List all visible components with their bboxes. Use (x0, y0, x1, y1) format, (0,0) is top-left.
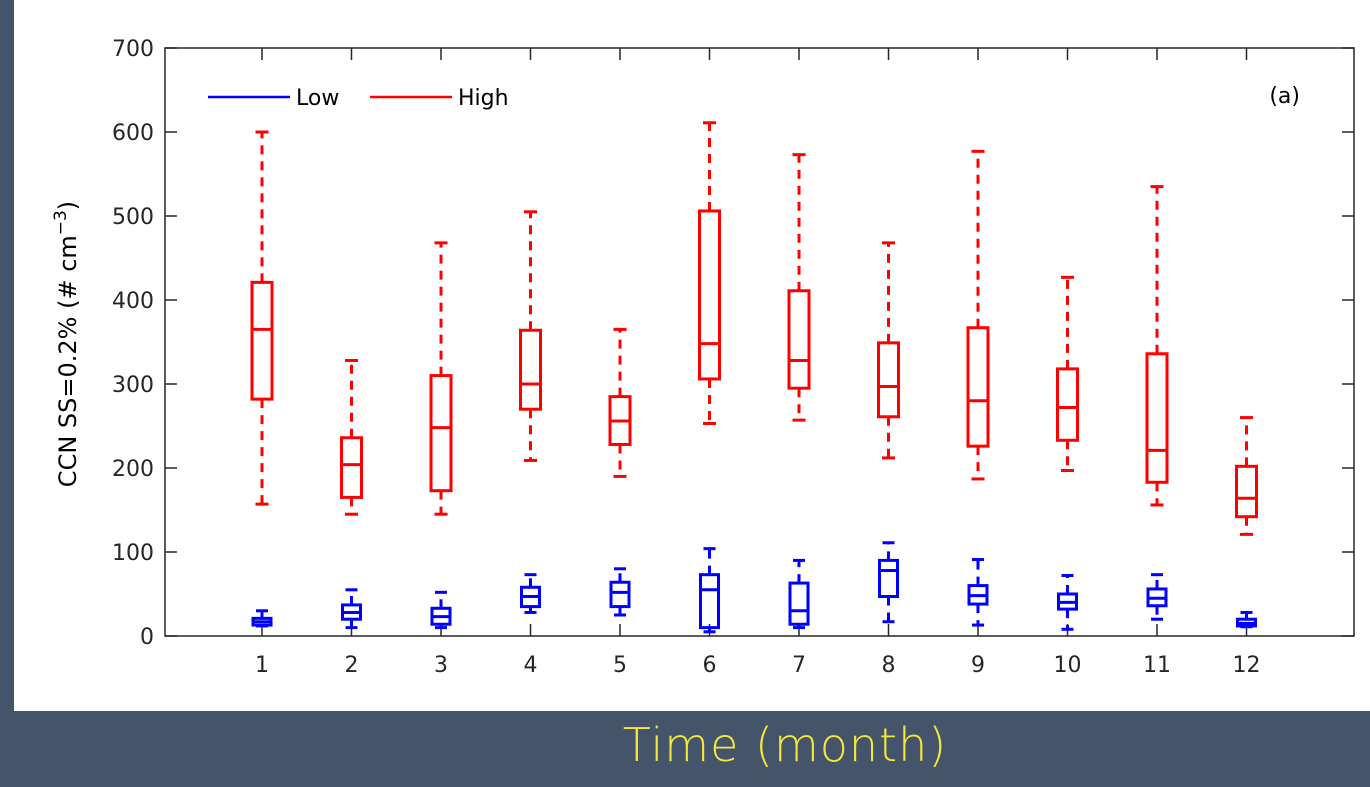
box-low-10 (1057, 574, 1078, 631)
legend-high-label: High (458, 86, 509, 111)
iqr-box (698, 209, 721, 381)
iqr-box (878, 558, 899, 599)
x-axis-title: Time (month) (622, 718, 948, 772)
box-high-1 (250, 130, 274, 506)
box-low-5 (609, 567, 631, 617)
y-tick-label: 200 (112, 457, 154, 482)
box-low-3 (430, 590, 452, 630)
y-axis-label-main: CCN SS=0.2% (# cm (54, 235, 82, 487)
y-tick-label: 600 (112, 121, 154, 146)
iqr-box (250, 280, 274, 401)
iqr-box (609, 580, 631, 609)
y-tick-label: 0 (140, 625, 154, 650)
box-low-4 (520, 573, 541, 614)
x-tick-label: 5 (613, 653, 627, 678)
iqr-box (699, 573, 720, 630)
x-tick-label: 8 (882, 653, 896, 678)
iqr-box (877, 341, 900, 419)
y-tick-label: 400 (112, 289, 154, 314)
box-low-11 (1146, 573, 1168, 621)
x-tick-label: 4 (524, 653, 538, 678)
box-high-6 (698, 121, 721, 425)
box-series (250, 121, 1258, 634)
iqr-box (340, 436, 363, 499)
axes-frame (164, 47, 1355, 637)
iqr-box (1056, 367, 1079, 442)
y-tick-label: 300 (112, 373, 154, 398)
x-tick-labels: 1 2 3 4 5 6 7 8 9 10 11 12 (255, 653, 1261, 678)
iqr-box (788, 581, 810, 626)
plot-frame (164, 47, 1355, 637)
box-low-7 (788, 558, 810, 630)
chart-legend: Low High (208, 86, 509, 111)
x-tick-label: 1 (255, 653, 269, 678)
box-high-11 (1145, 185, 1169, 507)
box-high-7 (787, 153, 811, 422)
x-tick-label: 3 (434, 653, 448, 678)
box-low-1 (251, 609, 273, 628)
y-tick-label: 100 (112, 541, 154, 566)
box-low-2 (341, 588, 362, 630)
box-high-5 (608, 327, 632, 478)
y-axis-label: CCN SS=0.2% (# cm−3) (51, 201, 82, 487)
x-tick-label: 11 (1143, 653, 1171, 678)
iqr-box (787, 289, 811, 390)
y-tick-labels: 0 100 200 300 400 500 600 700 (112, 37, 154, 650)
box-high-10 (1056, 275, 1079, 473)
box-high-9 (966, 149, 990, 481)
x-tick-label: 6 (703, 653, 717, 678)
box-high-4 (519, 210, 542, 462)
y-axis-label-close: ) (54, 201, 82, 210)
iqr-box (429, 374, 453, 493)
box-low-12 (1236, 610, 1257, 629)
plot-panel (14, 0, 1370, 711)
box-high-3 (429, 241, 453, 516)
x-tick-label: 12 (1233, 653, 1261, 678)
box-high-12 (1235, 416, 1258, 536)
iqr-box (1145, 352, 1169, 484)
panel-label: (a) (1269, 84, 1300, 109)
tick-marks (165, 47, 1354, 637)
x-tick-label: 2 (345, 653, 359, 678)
y-tick-label: 500 (112, 205, 154, 230)
iqr-box (519, 328, 542, 411)
y-axis-label-exponent: −3 (51, 210, 71, 235)
box-high-8 (877, 241, 900, 460)
iqr-box (1235, 464, 1258, 519)
x-tick-label: 10 (1054, 653, 1082, 678)
y-tick-label: 700 (112, 37, 154, 62)
box-low-6 (699, 547, 720, 634)
legend-low-label: Low (296, 86, 339, 111)
x-tick-label: 7 (792, 653, 806, 678)
iqr-box (966, 326, 990, 448)
box-low-9 (967, 558, 989, 627)
box-high-2 (340, 358, 363, 516)
x-tick-label: 9 (971, 653, 985, 678)
box-low-8 (878, 541, 899, 624)
